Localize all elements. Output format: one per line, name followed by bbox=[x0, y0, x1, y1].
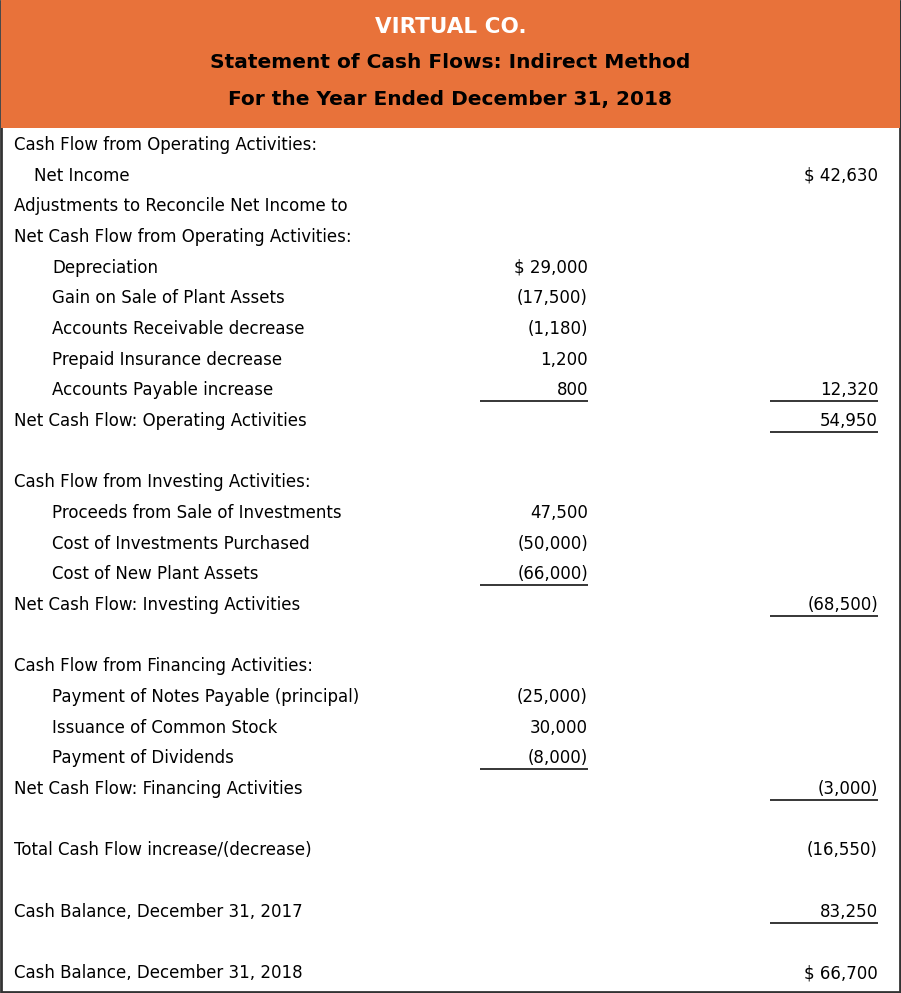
Text: Net Cash Flow: Investing Activities: Net Cash Flow: Investing Activities bbox=[14, 596, 300, 614]
Text: Depreciation: Depreciation bbox=[52, 258, 158, 277]
Text: Payment of Dividends: Payment of Dividends bbox=[52, 750, 234, 768]
Text: Cash Flow from Investing Activities:: Cash Flow from Investing Activities: bbox=[14, 474, 311, 492]
Text: (66,000): (66,000) bbox=[517, 565, 588, 583]
Text: Proceeds from Sale of Investments: Proceeds from Sale of Investments bbox=[52, 504, 341, 522]
Text: (68,500): (68,500) bbox=[807, 596, 878, 614]
Text: $ 66,700: $ 66,700 bbox=[805, 964, 878, 982]
Text: Accounts Receivable decrease: Accounts Receivable decrease bbox=[52, 320, 305, 338]
Text: Cost of New Plant Assets: Cost of New Plant Assets bbox=[52, 565, 259, 583]
Text: $ 29,000: $ 29,000 bbox=[514, 258, 588, 277]
Text: 83,250: 83,250 bbox=[820, 903, 878, 921]
Text: Gain on Sale of Plant Assets: Gain on Sale of Plant Assets bbox=[52, 289, 285, 307]
Text: Cost of Investments Purchased: Cost of Investments Purchased bbox=[52, 534, 310, 553]
Text: Statement of Cash Flows: Indirect Method: Statement of Cash Flows: Indirect Method bbox=[210, 54, 691, 72]
Text: 800: 800 bbox=[557, 381, 588, 399]
Text: (17,500): (17,500) bbox=[517, 289, 588, 307]
Text: (16,550): (16,550) bbox=[807, 841, 878, 860]
Bar bbox=[1, 0, 900, 128]
Text: 54,950: 54,950 bbox=[820, 412, 878, 430]
Text: (50,000): (50,000) bbox=[517, 534, 588, 553]
Text: Issuance of Common Stock: Issuance of Common Stock bbox=[52, 719, 278, 737]
Text: Net Cash Flow: Financing Activities: Net Cash Flow: Financing Activities bbox=[14, 780, 303, 798]
Text: Adjustments to Reconcile Net Income to: Adjustments to Reconcile Net Income to bbox=[14, 198, 348, 215]
Text: Prepaid Insurance decrease: Prepaid Insurance decrease bbox=[52, 351, 282, 368]
Text: Cash Flow from Financing Activities:: Cash Flow from Financing Activities: bbox=[14, 657, 313, 675]
Text: 12,320: 12,320 bbox=[820, 381, 878, 399]
Text: Payment of Notes Payable (principal): Payment of Notes Payable (principal) bbox=[52, 688, 359, 706]
Text: VIRTUAL CO.: VIRTUAL CO. bbox=[375, 17, 526, 37]
Text: (3,000): (3,000) bbox=[817, 780, 878, 798]
Text: For the Year Ended December 31, 2018: For the Year Ended December 31, 2018 bbox=[229, 89, 672, 108]
Text: Net Income: Net Income bbox=[34, 167, 130, 185]
Text: (25,000): (25,000) bbox=[517, 688, 588, 706]
Text: Net Cash Flow from Operating Activities:: Net Cash Flow from Operating Activities: bbox=[14, 228, 351, 246]
Text: Cash Balance, December 31, 2017: Cash Balance, December 31, 2017 bbox=[14, 903, 303, 921]
Text: $ 42,630: $ 42,630 bbox=[804, 167, 878, 185]
Text: Cash Flow from Operating Activities:: Cash Flow from Operating Activities: bbox=[14, 136, 317, 154]
Text: Cash Balance, December 31, 2018: Cash Balance, December 31, 2018 bbox=[14, 964, 303, 982]
Text: Total Cash Flow increase/(decrease): Total Cash Flow increase/(decrease) bbox=[14, 841, 312, 860]
Text: (8,000): (8,000) bbox=[528, 750, 588, 768]
Text: 30,000: 30,000 bbox=[530, 719, 588, 737]
Text: 47,500: 47,500 bbox=[530, 504, 588, 522]
Text: Net Cash Flow: Operating Activities: Net Cash Flow: Operating Activities bbox=[14, 412, 306, 430]
Text: 1,200: 1,200 bbox=[541, 351, 588, 368]
Text: Accounts Payable increase: Accounts Payable increase bbox=[52, 381, 273, 399]
Text: (1,180): (1,180) bbox=[527, 320, 588, 338]
